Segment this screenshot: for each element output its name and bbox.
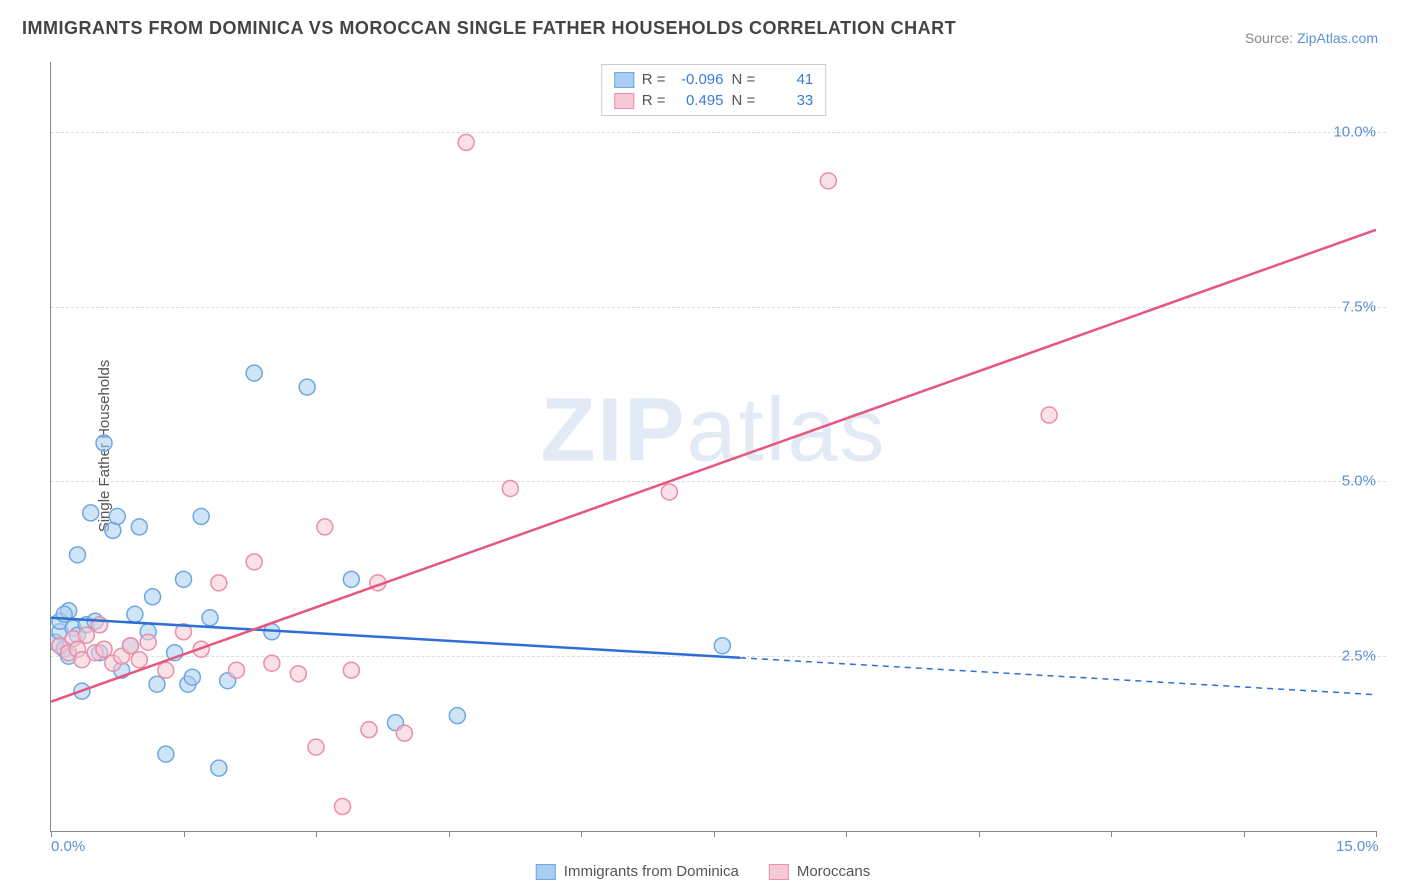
data-point [158,662,174,678]
data-point [131,652,147,668]
data-point [396,725,412,741]
data-point [343,571,359,587]
data-point [335,799,351,815]
data-point [308,739,324,755]
data-point [246,554,262,570]
data-point [96,435,112,451]
data-point [290,666,306,682]
source-attribution: Source: ZipAtlas.com [1245,30,1378,46]
n-value-2: 33 [763,90,813,111]
legend-item-2: Moroccans [769,863,870,880]
n-label: N = [732,90,756,111]
data-point [820,173,836,189]
r-label: R = [642,69,666,90]
swatch-bottom-2 [769,864,789,880]
r-value-1: -0.096 [674,69,724,90]
source-link[interactable]: ZipAtlas.com [1297,30,1378,46]
data-point [264,655,280,671]
x-tick-mark [979,831,980,837]
x-tick-label: 0.0% [51,838,85,855]
data-point [211,760,227,776]
trend-line-solid [51,230,1376,702]
data-point [661,484,677,500]
trend-line-dashed [740,658,1376,695]
x-tick-mark [581,831,582,837]
correlation-legend: R = -0.096 N = 41 R = 0.495 N = 33 [601,64,827,116]
data-point [502,480,518,496]
legend-item-1: Immigrants from Dominica [536,863,739,880]
data-point [1041,407,1057,423]
data-point [193,508,209,524]
data-point [123,638,139,654]
n-value-1: 41 [763,69,813,90]
data-point [109,508,125,524]
x-tick-mark [184,831,185,837]
x-tick-mark [846,831,847,837]
x-tick-mark [449,831,450,837]
r-label: R = [642,90,666,111]
x-tick-mark [1376,831,1377,837]
x-tick-label: 15.0% [1336,838,1379,855]
x-tick-mark [316,831,317,837]
data-point [78,627,94,643]
legend-row-2: R = 0.495 N = 33 [614,90,814,111]
x-tick-mark [51,831,52,837]
data-point [317,519,333,535]
data-point [202,610,218,626]
series-name-1: Immigrants from Dominica [564,863,739,880]
r-value-2: 0.495 [674,90,724,111]
data-point [246,365,262,381]
data-point [184,669,200,685]
data-point [299,379,315,395]
chart-title: IMMIGRANTS FROM DOMINICA VS MOROCCAN SIN… [22,18,956,39]
x-tick-mark [714,831,715,837]
series-name-2: Moroccans [797,863,870,880]
n-label: N = [732,69,756,90]
legend-row-1: R = -0.096 N = 41 [614,69,814,90]
data-point [343,662,359,678]
data-point [70,547,86,563]
data-point [211,575,227,591]
source-prefix: Source: [1245,30,1297,46]
data-point [145,589,161,605]
data-point [714,638,730,654]
swatch-bottom-1 [536,864,556,880]
data-point [127,606,143,622]
series-legend: Immigrants from Dominica Moroccans [536,863,870,880]
data-point [83,505,99,521]
swatch-series-1 [614,72,634,88]
data-point [229,662,245,678]
x-tick-mark [1111,831,1112,837]
data-point [96,641,112,657]
data-point [449,708,465,724]
data-point [458,134,474,150]
x-tick-mark [1244,831,1245,837]
data-point [140,634,156,650]
data-point [176,571,192,587]
data-point [131,519,147,535]
data-point [149,676,165,692]
swatch-series-2 [614,93,634,109]
scatter-svg [51,62,1376,831]
data-point [361,722,377,738]
data-point [158,746,174,762]
plot-area: ZIPatlas R = -0.096 N = 41 R = 0.495 N =… [50,62,1376,832]
